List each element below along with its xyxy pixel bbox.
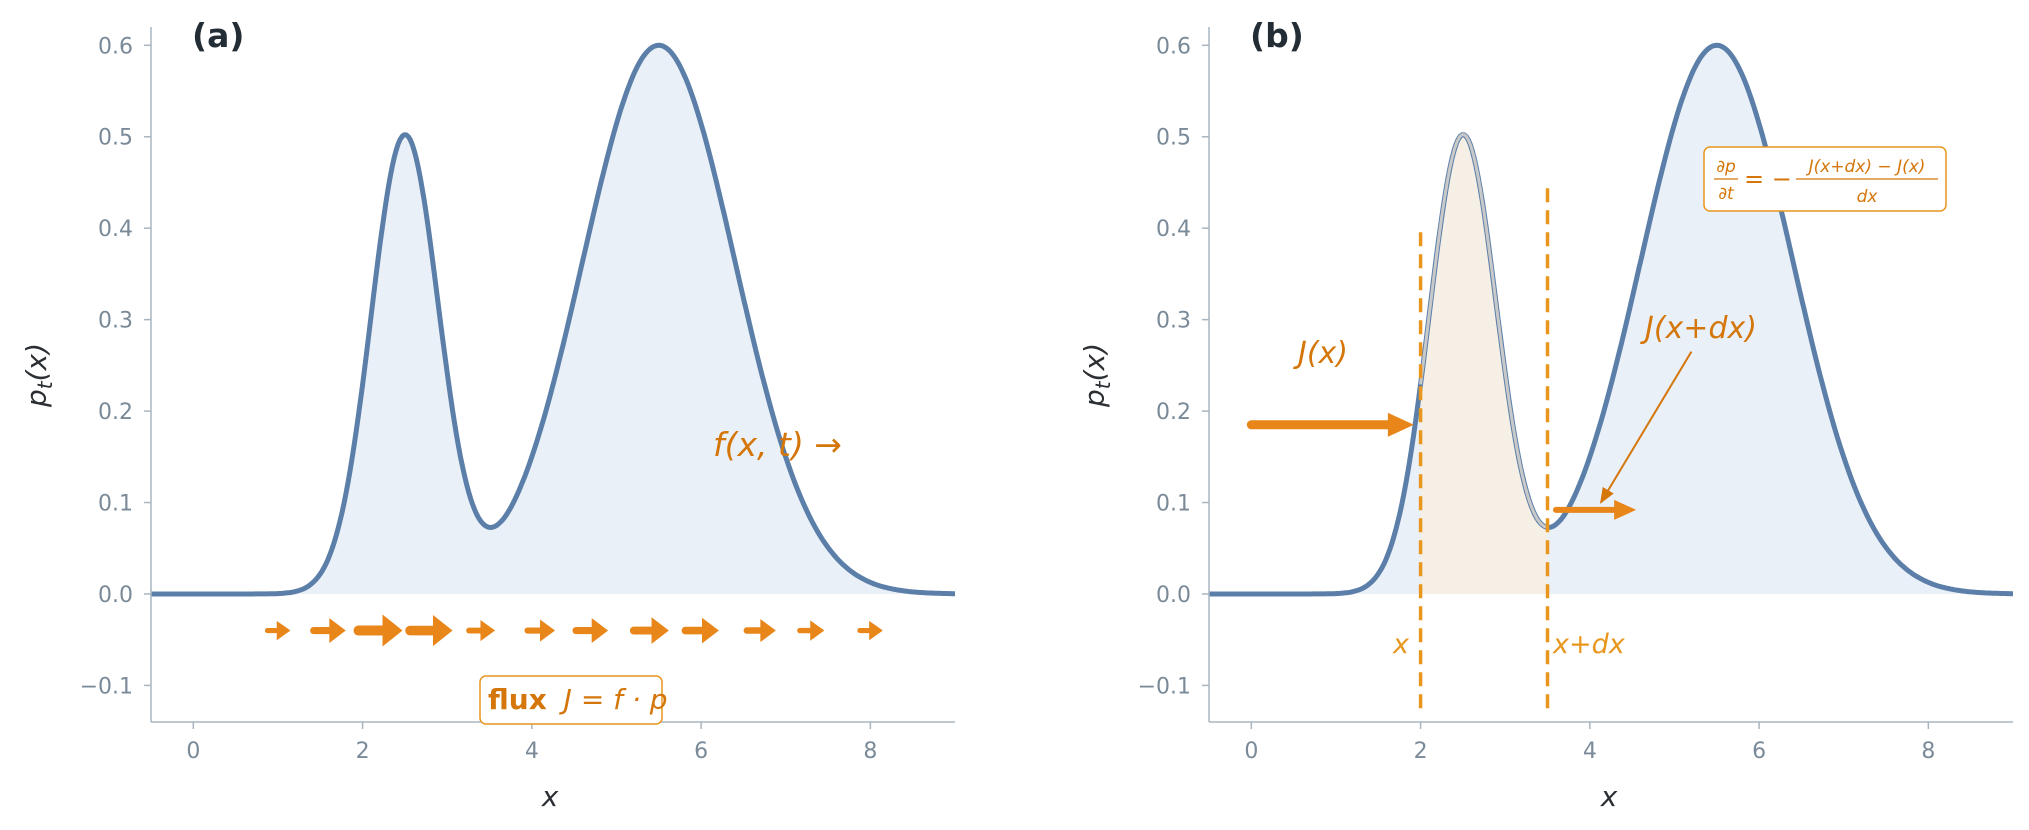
panel-label: (a) <box>192 16 244 55</box>
y-tick-label: 0.3 <box>98 309 133 334</box>
x-tick-label: 8 <box>863 739 877 764</box>
x-axis-label: x <box>541 780 559 813</box>
flux-in-arrowhead <box>1387 412 1414 437</box>
eq-rhs-den: dx <box>1857 187 1879 207</box>
x-tick-label: 4 <box>525 739 539 764</box>
y-tick-label: 0.0 <box>98 583 133 608</box>
interval-band-edge <box>1419 133 1548 529</box>
x-tick-label: 8 <box>1921 739 1935 764</box>
eq-lhs-num: ∂p <box>1716 157 1736 177</box>
y-axis-label: pt(x) <box>20 343 57 408</box>
y-tick-label: −0.1 <box>1138 674 1191 699</box>
density-curve <box>1209 42 2013 597</box>
y-tick-label: 0.5 <box>98 126 133 151</box>
y-tick-label: 0.2 <box>1156 400 1191 425</box>
eq-lhs-den: ∂t <box>1718 184 1735 204</box>
flux-box: flux J = f · p <box>479 675 668 725</box>
x-axis-label: x <box>1600 780 1618 813</box>
interval-bounds <box>1418 182 1550 709</box>
x-tick-label: 2 <box>356 739 370 764</box>
axes: −0.1 0.0 0.1 0.2 0.3 0.4 0.5 0.6 0 2 4 6 8 <box>1138 27 2013 764</box>
flux-out-arrowhead <box>1614 499 1637 520</box>
y-tick-label: 0.6 <box>98 34 133 59</box>
eq-equals: = − <box>1744 165 1792 193</box>
panel-label: (b) <box>1250 16 1304 55</box>
flux-arrow <box>466 619 496 642</box>
flux-arrow <box>857 620 883 641</box>
flux-formula: J = f · p <box>559 683 668 716</box>
y-tick-label: 0.5 <box>1156 126 1191 151</box>
flux-arrow <box>353 614 403 647</box>
x-tick-label: 0 <box>1244 739 1258 764</box>
y-tick-label: 0.4 <box>1156 217 1191 242</box>
interval-band <box>1420 134 1548 594</box>
continuity-equation: ∂p ∂t = − J(x+dx) − J(x) dx <box>1703 146 1947 212</box>
y-axis-label: pt(x) <box>1078 343 1115 408</box>
flux-arrows <box>264 614 883 647</box>
y-tick-label: 0.2 <box>98 400 133 425</box>
flux-arrow <box>681 617 719 644</box>
svg-text:flux J = f · p: flux J = f · p <box>488 683 668 716</box>
interval-right-label: x+dx <box>1552 629 1626 660</box>
y-tick-label: 0.1 <box>1156 492 1191 517</box>
x-tick-label: 4 <box>1583 739 1597 764</box>
eq-rhs-num: J(x+dx) − J(x) <box>1806 157 1926 177</box>
x-tick-label: 6 <box>694 739 708 764</box>
y-tick-label: 0.0 <box>1156 583 1191 608</box>
y-tick-label: 0.4 <box>98 217 133 242</box>
flux-out-pointer <box>1599 351 1693 504</box>
flux-label: flux <box>488 683 547 716</box>
axes: −0.1 0.0 0.1 0.2 0.3 0.4 0.5 0.6 0 2 4 6 8 <box>80 27 955 764</box>
flux-arrow <box>743 619 776 643</box>
flux-in-label: J(x) <box>1293 336 1348 371</box>
density-curve <box>151 42 955 597</box>
velocity-label: f(x, t) → <box>713 425 842 464</box>
panel-a: −0.1 0.0 0.1 0.2 0.3 0.4 0.5 0.6 0 2 4 6 8 (a) x pt(… <box>20 16 955 813</box>
y-tick-label: −0.1 <box>80 674 133 699</box>
flux-out-label: J(x+dx) <box>1640 311 1757 346</box>
panel-b: −0.1 0.0 0.1 0.2 0.3 0.4 0.5 0.6 0 2 4 6 8 (b) x pt(… <box>1078 16 2013 813</box>
flux-arrows <box>1246 351 1693 520</box>
flux-arrow <box>264 620 291 641</box>
flux-arrow <box>310 618 346 643</box>
flux-arrow <box>572 618 609 643</box>
interval-left-label: x <box>1392 629 1410 660</box>
density-fill <box>151 45 955 595</box>
density-fill <box>1209 45 2013 595</box>
y-tick-label: 0.3 <box>1156 309 1191 334</box>
x-tick-label: 0 <box>186 739 200 764</box>
y-tick-label: 0.6 <box>1156 34 1191 59</box>
x-tick-label: 2 <box>1414 739 1428 764</box>
flux-arrow <box>524 619 556 642</box>
x-tick-label: 6 <box>1752 739 1766 764</box>
flux-arrow <box>405 615 453 647</box>
flux-arrow <box>629 617 669 644</box>
y-tick-label: 0.1 <box>98 492 133 517</box>
flux-arrow <box>797 620 825 641</box>
